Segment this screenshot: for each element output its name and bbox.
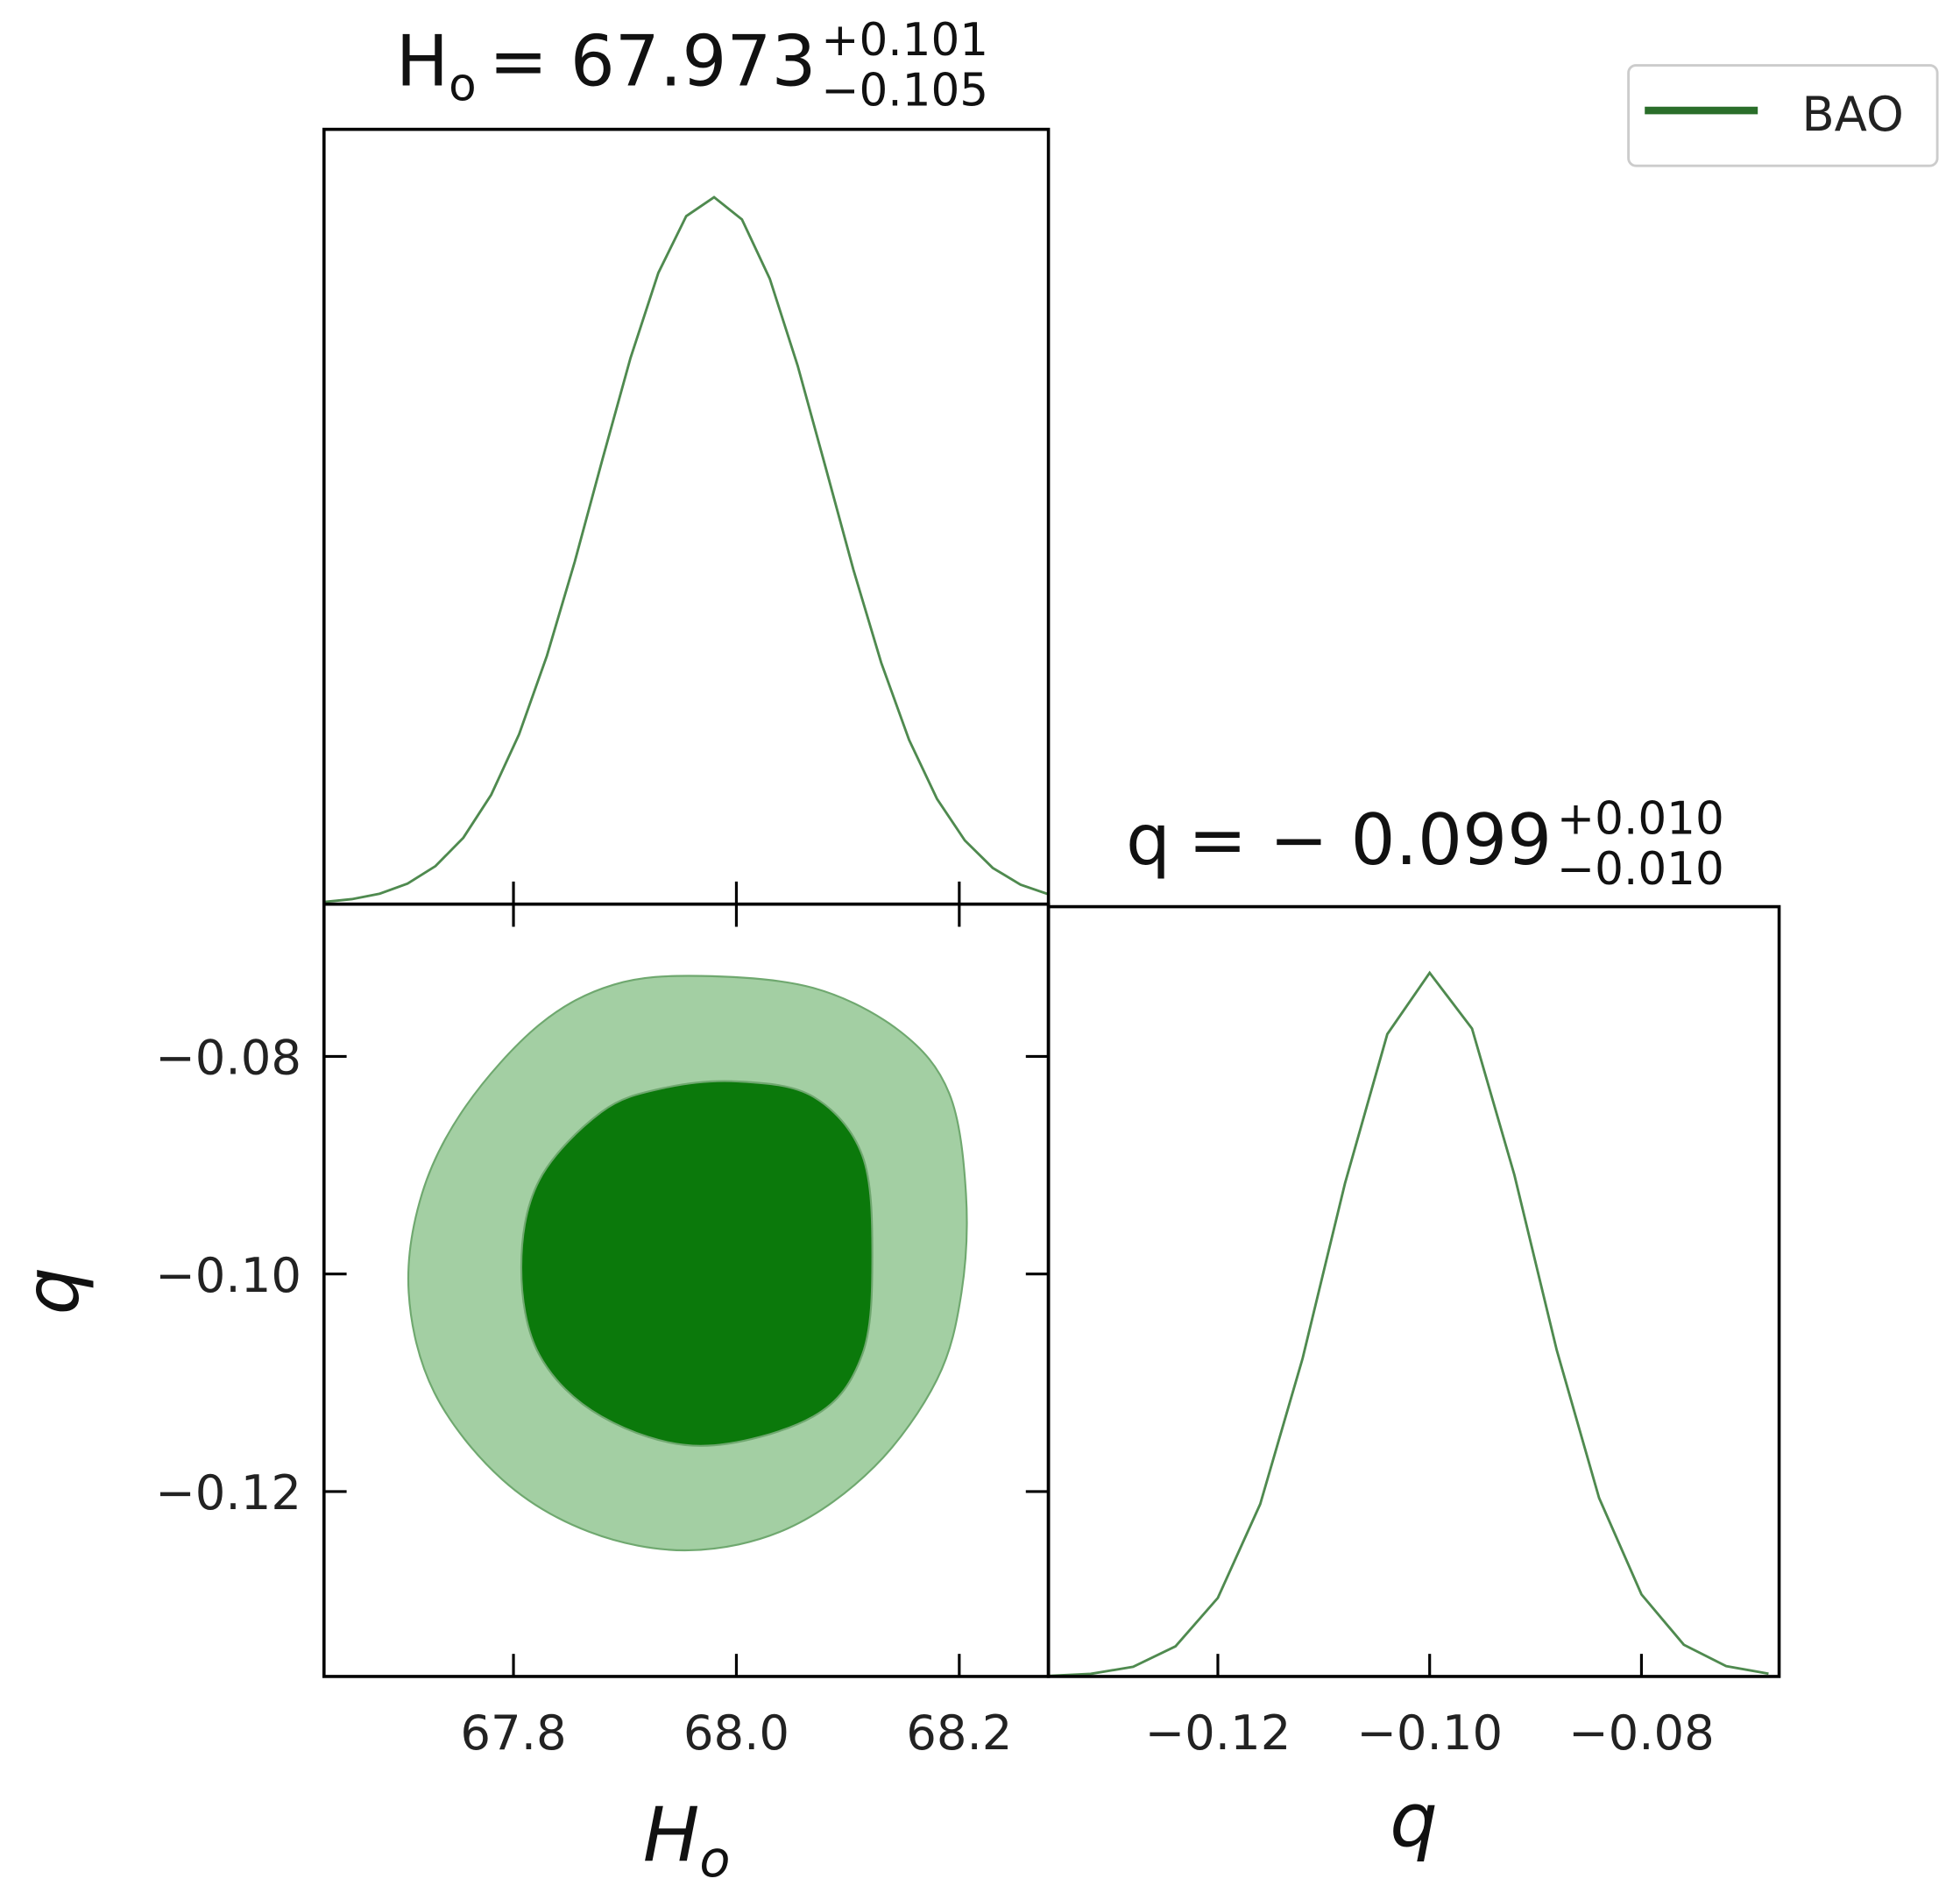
x-tick-label: −0.08 <box>1568 1705 1715 1761</box>
title-param: q <box>1126 799 1171 881</box>
posterior-curve <box>1048 970 1769 1677</box>
confidence-contour <box>520 1080 874 1447</box>
panel-frame <box>1046 904 1781 1678</box>
title-upper-error: +0.010 <box>1557 792 1724 845</box>
title-param: H <box>396 20 449 102</box>
y-tick-label: −0.12 <box>155 1464 301 1521</box>
x-axis-label-main: H <box>643 1792 700 1880</box>
y-tick-label: −0.08 <box>155 1030 301 1086</box>
title-lower-error: −0.105 <box>821 64 988 117</box>
legend-box <box>1627 64 1939 167</box>
panel-frame <box>322 127 1051 906</box>
y-tick-label: −0.10 <box>155 1247 301 1303</box>
title-lower-error: −0.010 <box>1557 843 1724 896</box>
x-tick-label: 68.2 <box>906 1705 1012 1761</box>
panel-title: q = − 0.099 <box>1126 799 1552 881</box>
title-value: = 67.973 <box>489 20 816 102</box>
title-param-sub: o <box>449 60 477 112</box>
x-axis-label-sub: o <box>699 1830 730 1889</box>
title-value: = − 0.099 <box>1188 799 1552 881</box>
title-upper-error: +0.101 <box>821 14 988 67</box>
y-axis-label: q <box>9 1267 96 1315</box>
x-tick-label: 67.8 <box>460 1705 566 1761</box>
panel-title: Ho = 67.973 <box>396 20 817 111</box>
x-tick-label: −0.10 <box>1356 1705 1503 1761</box>
posterior-curve <box>323 195 1050 904</box>
x-axis-label: Ho <box>643 1792 731 1889</box>
x-axis-label: q <box>1390 1776 1438 1864</box>
legend-label: BAO <box>1801 86 1903 142</box>
x-tick-label: −0.12 <box>1145 1705 1291 1761</box>
x-tick-label: 68.0 <box>683 1705 789 1761</box>
